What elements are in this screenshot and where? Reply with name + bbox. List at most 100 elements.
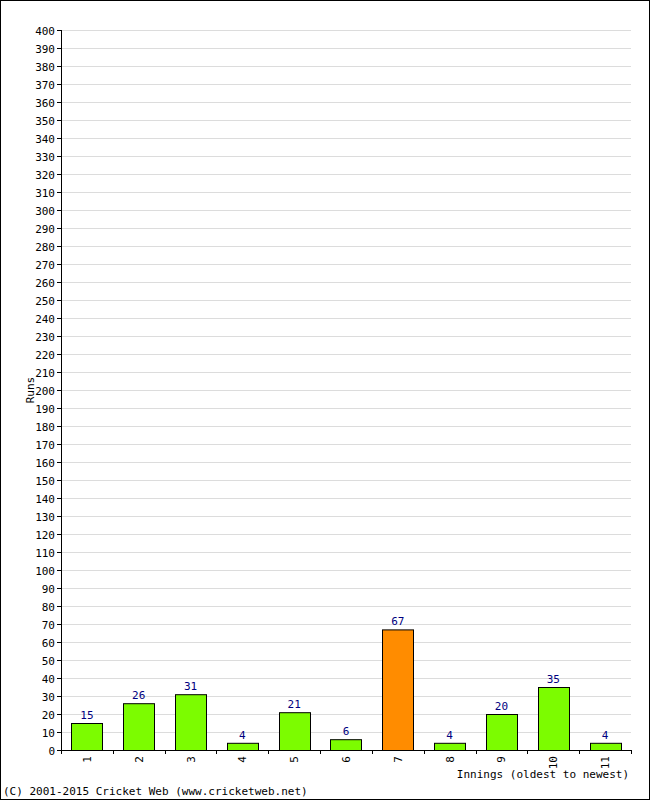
y-tick-label: 280 (35, 241, 55, 254)
y-tick-label: 70 (42, 619, 55, 632)
y-tick-label: 400 (35, 25, 55, 38)
y-tick (57, 138, 61, 139)
y-tick (57, 642, 61, 643)
grid-line (61, 138, 631, 139)
y-tick-label: 200 (35, 385, 55, 398)
y-tick-label: 180 (35, 421, 55, 434)
grid-line (61, 120, 631, 121)
y-tick-label: 80 (42, 601, 55, 614)
y-tick (57, 498, 61, 499)
y-tick (57, 534, 61, 535)
y-tick (57, 336, 61, 337)
y-tick-label: 60 (42, 637, 55, 650)
y-tick (57, 354, 61, 355)
y-tick-label: 170 (35, 439, 55, 452)
grid-line (61, 210, 631, 211)
y-tick (57, 300, 61, 301)
grid-line (61, 390, 631, 391)
data-label: 67 (391, 615, 404, 628)
y-tick (57, 408, 61, 409)
y-tick (57, 696, 61, 697)
bar (331, 740, 362, 750)
grid-line (61, 444, 631, 445)
chart: 0102030405060708090100110120130140150160… (0, 0, 650, 800)
y-tick (57, 264, 61, 265)
data-label: 15 (80, 709, 93, 722)
grid-line (61, 30, 631, 31)
x-tick (579, 750, 580, 754)
grid-line (61, 750, 631, 751)
bar (280, 713, 311, 750)
y-tick-label: 10 (42, 727, 55, 740)
x-tick (527, 750, 528, 754)
grid-line (61, 570, 631, 571)
y-tick-label: 90 (42, 583, 55, 596)
x-tick-label: 3 (185, 756, 198, 763)
bar (487, 715, 518, 751)
grid (61, 31, 631, 751)
y-tick-label: 330 (35, 151, 55, 164)
grid-line (61, 192, 631, 193)
data-label: 26 (132, 689, 145, 702)
bar (435, 743, 466, 750)
grid-line (61, 354, 631, 355)
y-tick (57, 120, 61, 121)
grid-line (61, 534, 631, 535)
data-label: 4 (239, 729, 246, 742)
y-tick (57, 462, 61, 463)
y-tick-label: 40 (42, 673, 55, 686)
grid-line (61, 48, 631, 49)
grid-line (61, 156, 631, 157)
grid-line (61, 642, 631, 643)
y-tick (57, 750, 61, 751)
y-tick-label: 190 (35, 403, 55, 416)
x-tick (268, 750, 269, 754)
grid-line (61, 102, 631, 103)
data-label: 21 (288, 698, 301, 711)
y-tick (57, 570, 61, 571)
data-label: 20 (495, 700, 508, 713)
x-tick (165, 750, 166, 754)
grid-line (61, 606, 631, 607)
bar (228, 743, 259, 750)
y-tick (57, 552, 61, 553)
data-label: 4 (602, 729, 609, 742)
y-tick-label: 350 (35, 115, 55, 128)
y-tick (57, 192, 61, 193)
grid-line (61, 552, 631, 553)
y-tick-label: 370 (35, 79, 55, 92)
grid-line (61, 678, 631, 679)
x-tick-label: 2 (133, 756, 146, 763)
y-axis-ticks: 0102030405060708090100110120130140150160… (35, 25, 61, 758)
grid-line (61, 246, 631, 247)
y-tick (57, 624, 61, 625)
grid-line (61, 282, 631, 283)
grid-line (61, 66, 631, 67)
grid-line (61, 462, 631, 463)
grid-line (61, 300, 631, 301)
grid-line (61, 372, 631, 373)
y-tick-label: 320 (35, 169, 55, 182)
y-tick-label: 300 (35, 205, 55, 218)
bars (72, 630, 622, 750)
y-tick (57, 480, 61, 481)
y-tick-label: 140 (35, 493, 55, 506)
y-tick-label: 210 (35, 367, 55, 380)
data-labels: 152631421667420354 (80, 615, 608, 741)
x-tick-label: 7 (392, 756, 405, 763)
y-tick (57, 66, 61, 67)
y-tick (57, 732, 61, 733)
x-tick (631, 750, 632, 754)
y-tick (57, 444, 61, 445)
data-label: 31 (184, 680, 197, 693)
bar (591, 743, 622, 750)
y-tick (57, 48, 61, 49)
y-tick (57, 30, 61, 31)
grid-line (61, 480, 631, 481)
y-axis (61, 30, 62, 750)
y-tick-label: 120 (35, 529, 55, 542)
y-tick-label: 20 (42, 709, 55, 722)
grid-line (61, 660, 631, 661)
grid-line (61, 336, 631, 337)
bar (383, 630, 414, 750)
